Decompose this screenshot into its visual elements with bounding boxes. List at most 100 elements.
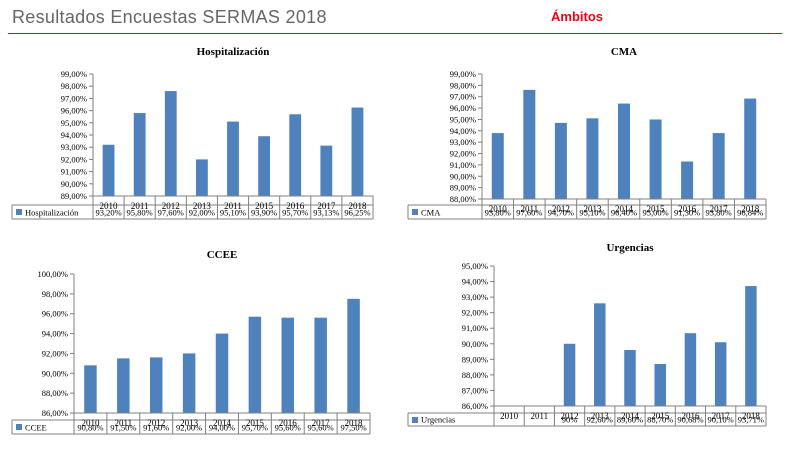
bar [712, 133, 725, 199]
y-tick-label: 90,00% [61, 179, 87, 189]
bar [681, 161, 694, 199]
y-tick-label: 89,00% [450, 183, 476, 193]
data-label: 95,00% [642, 208, 668, 218]
y-tick-label: 99,00% [450, 69, 476, 79]
category-label: 2015 [255, 201, 274, 211]
y-tick-label: 96,00% [450, 103, 476, 113]
y-tick-label: 94,00% [450, 126, 476, 136]
legend-key [16, 209, 22, 215]
bar [117, 358, 130, 413]
y-tick-label: 91,00% [462, 323, 488, 333]
y-tick-label: 93,00% [61, 142, 87, 152]
category-label: 2018 [345, 418, 364, 428]
data-label: 97,50% [340, 423, 366, 433]
category-label: 2011 [224, 201, 242, 211]
bar [594, 303, 606, 406]
data-label: 95,80% [127, 208, 153, 218]
y-tick-label: 94,00% [42, 329, 68, 339]
category-label: 2017 [312, 418, 331, 428]
bar [624, 350, 636, 406]
category-label: 2017 [317, 201, 336, 211]
bar [491, 133, 504, 199]
data-label: 93,71% [738, 415, 764, 425]
category-label: 2015 [647, 204, 666, 214]
data-label: 95,10% [579, 208, 605, 218]
data-label: 90,80% [77, 423, 103, 433]
y-tick-label: 95,00% [450, 114, 476, 124]
y-tick-label: 98,00% [42, 289, 68, 299]
bar [84, 365, 97, 413]
category-label: 2018 [741, 204, 760, 214]
y-tick-label: 92,00% [462, 308, 488, 318]
bar [744, 98, 757, 199]
category-label: 2012 [162, 201, 180, 211]
legend-label: CCEE [25, 423, 47, 433]
y-tick-label: 89,00% [462, 354, 488, 364]
legend-key [16, 424, 22, 430]
category-label: 2010 [100, 201, 119, 211]
bar [182, 353, 196, 413]
bar [258, 136, 271, 196]
y-tick-label: 92,00% [450, 149, 476, 159]
chart-urgencias: Urgencias 86,00% 87,00% 88,00% 89,00% 90,00% 9… [407, 242, 767, 427]
data-label: 95,60% [275, 423, 301, 433]
y-tick-label: 86,00% [42, 408, 68, 418]
category-label: 2017 [712, 411, 731, 421]
y-tick-label: 98,00% [450, 80, 476, 90]
bar [554, 122, 567, 199]
page-title: Resultados Encuestas SERMAS 2018 [12, 7, 327, 27]
legend-key [412, 417, 418, 423]
section-title: Ámbitos [551, 9, 603, 24]
bar [133, 113, 146, 196]
y-tick-label: 95,00% [61, 118, 87, 128]
y-tick-label: 94,00% [61, 130, 87, 140]
bar [714, 342, 727, 406]
y-tick-label: 100,00% [38, 269, 68, 279]
header-divider [8, 33, 782, 34]
bar [351, 107, 364, 196]
y-tick-label: 88,00% [42, 388, 68, 398]
category-label: 2014 [621, 411, 640, 421]
data-label: 88,70% [647, 415, 673, 425]
category-label: 2016 [678, 204, 697, 214]
chart-hospitalizacion: Hospitalización 89,00% 90,00% 91,00% 92,00% 9… [11, 46, 374, 220]
bar [654, 364, 666, 406]
category-label: 2010 [489, 204, 508, 214]
y-tick-label: 97,00% [61, 93, 87, 103]
y-tick-label: 88,00% [450, 194, 476, 204]
data-label: 89,60% [617, 415, 643, 425]
legend-label: Urgencias [421, 415, 455, 425]
category-label: 2010 [500, 411, 518, 421]
bar [314, 317, 327, 413]
category-label: 2010 [81, 418, 100, 428]
legend-label: CMA [421, 208, 441, 218]
data-label: 90,68% [677, 415, 703, 425]
y-tick-label: 92,00% [61, 154, 87, 164]
y-tick-label: 92,00% [42, 348, 68, 358]
data-label: 94,00% [209, 423, 235, 433]
y-tick-label: 90,00% [450, 171, 476, 181]
category-label: 2016 [681, 411, 700, 421]
bar [195, 159, 208, 196]
y-tick-label: 98,00% [61, 81, 87, 91]
bar [347, 298, 360, 413]
chart-ccee: CCEE 86,00% 88,00% 90,00% 92,00% 94,00% 96,00%… [11, 249, 371, 435]
bar [649, 119, 662, 199]
data-label: 94,70% [548, 208, 574, 218]
y-tick-label: 86,00% [462, 401, 488, 411]
bar [618, 103, 630, 199]
legend-key [412, 209, 418, 215]
y-tick-label: 87,00% [462, 385, 488, 395]
bar [289, 114, 302, 196]
chart-title: Hospitalización [197, 46, 270, 58]
data-label: 96,25% [344, 208, 370, 218]
category-label: 2011 [131, 201, 149, 211]
data-label: 92,00% [176, 423, 202, 433]
y-tick-label: 89,00% [61, 191, 87, 201]
y-tick-label: 97,00% [450, 92, 476, 102]
data-label: 93,13% [313, 208, 339, 218]
data-label: 91,50% [110, 423, 136, 433]
data-label: 97,60% [516, 208, 542, 218]
category-label: 2016 [286, 201, 305, 211]
data-label: 95,70% [282, 208, 308, 218]
